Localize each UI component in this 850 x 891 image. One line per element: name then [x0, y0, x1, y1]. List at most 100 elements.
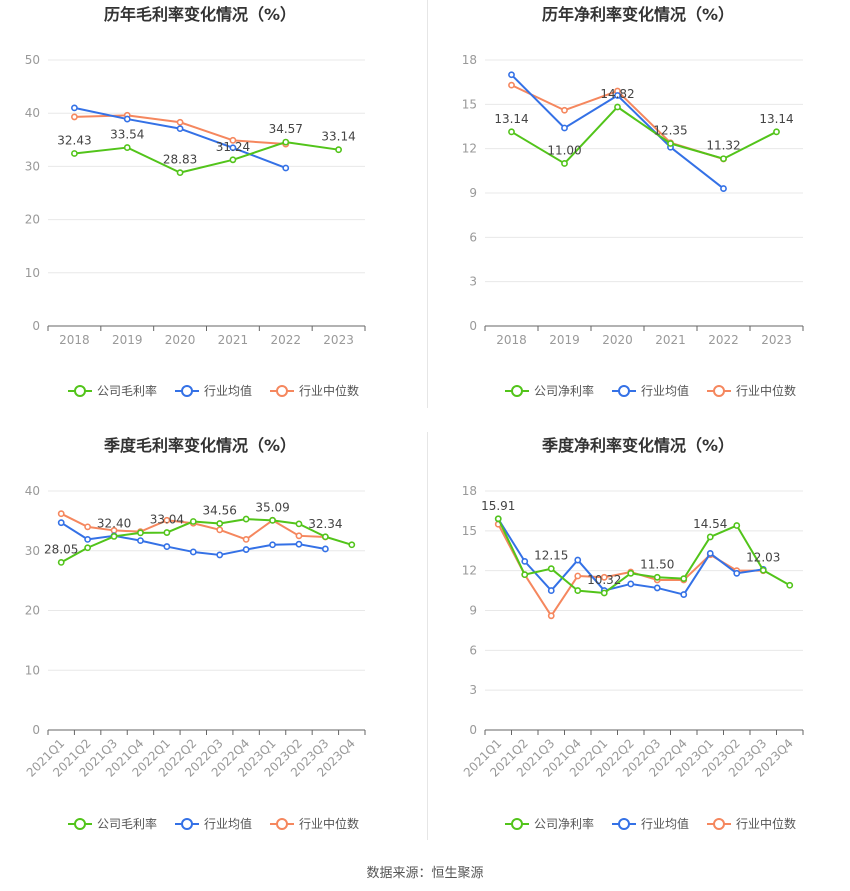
data-point-company — [321, 533, 329, 541]
legend-item-industry_avg: 行业均值 — [175, 816, 252, 831]
data-label: 11.32 — [706, 139, 740, 153]
legend-item-company: 公司净利率 — [505, 383, 594, 398]
data-point-industry_avg — [653, 584, 661, 592]
y-tick-label: 3 — [469, 683, 477, 697]
data-point-company — [653, 573, 661, 581]
data-point-company — [242, 515, 250, 523]
data-point-company — [57, 559, 65, 566]
data-point-industry_median — [216, 526, 224, 534]
legend-item-industry_median: 行业中位数 — [707, 816, 796, 831]
data-point-industry_median — [574, 572, 582, 580]
legend-marker — [511, 818, 523, 830]
legend-item-company: 公司毛利率 — [68, 383, 157, 398]
legend-label: 行业中位数 — [736, 816, 796, 831]
data-point-company — [189, 518, 197, 525]
chart-panel-1: 历年毛利率变化情况（%） 0 10 20 30 40 50 2018 2019 2020 2021 2… — [25, 5, 366, 398]
data-label: 12.03 — [746, 550, 780, 564]
data-point-industry_median — [242, 535, 250, 543]
y-tick-label: 12 — [462, 142, 477, 156]
legend-label: 行业均值 — [641, 816, 689, 831]
data-label: 31.24 — [216, 140, 250, 154]
chart-panel-3: 季度毛利率变化情况（%）0102030402021Q12021Q22021Q32… — [24, 436, 366, 831]
data-point-company — [84, 544, 92, 552]
data-point-company — [282, 138, 290, 146]
legend-label: 公司净利率 — [534, 816, 594, 831]
data-point-industry_avg — [561, 124, 568, 132]
data-point-industry_median — [600, 573, 608, 581]
data-label: 13.14 — [494, 112, 528, 126]
data-label: 35.09 — [255, 500, 289, 514]
legend-label: 公司毛利率 — [97, 816, 157, 831]
data-point-industry_avg — [720, 185, 727, 192]
x-tick-label: 2020 — [602, 333, 633, 347]
series-line-company — [497, 518, 791, 594]
data-label: 28.05 — [44, 542, 78, 556]
data-point-industry_avg — [242, 546, 250, 553]
data-point-industry_avg — [508, 71, 515, 79]
legend-label: 行业均值 — [204, 383, 252, 398]
data-point-industry_avg — [706, 550, 714, 557]
legend-marker — [618, 818, 630, 830]
data-point-company — [720, 155, 727, 163]
data-point-company — [295, 520, 303, 528]
data-point-industry_avg — [521, 557, 529, 565]
series-line-company — [60, 518, 353, 564]
y-tick-label: 12 — [462, 564, 477, 578]
legend-label: 行业均值 — [641, 383, 689, 398]
legend-item-industry_avg: 行业均值 — [612, 383, 689, 398]
chart-panel-2: 历年净利率变化情况（%） 0 3 6 9 12 15 18 2018 2019 2020 2021 20… — [462, 5, 804, 398]
chart-title: 季度净利率变化情况（%） — [541, 436, 734, 455]
y-tick-label: 20 — [25, 604, 40, 618]
data-label: 11.50 — [640, 557, 674, 571]
x-tick-label: 2022 — [270, 333, 301, 347]
y-tick-label: 0 — [469, 723, 477, 737]
data-label: 32.34 — [308, 517, 342, 531]
y-tick-label: 10 — [25, 266, 40, 280]
data-label: 14.82 — [600, 87, 634, 101]
data-point-industry_avg — [229, 144, 237, 152]
data-label: 33.04 — [150, 513, 184, 527]
data-point-company — [773, 128, 780, 136]
data-point-company — [600, 589, 608, 597]
y-tick-label: 15 — [462, 97, 477, 111]
y-tick-label: 18 — [462, 484, 477, 498]
data-label: 34.56 — [203, 504, 237, 518]
data-point-company — [335, 146, 342, 154]
y-tick-label: 6 — [469, 230, 477, 244]
data-point-industry_median — [295, 532, 303, 540]
data-point-industry_avg — [321, 545, 329, 553]
data-point-company — [706, 533, 714, 541]
data-point-company — [348, 541, 356, 549]
legend-marker — [618, 385, 630, 397]
x-tick-label: 2021 — [655, 333, 686, 347]
data-source-note: 数据来源：恒生聚源 — [366, 866, 484, 881]
legend-label: 行业中位数 — [736, 383, 796, 398]
data-point-company — [163, 529, 171, 536]
y-tick-label: 3 — [469, 275, 477, 289]
data-point-industry_avg — [163, 543, 171, 550]
data-point-company — [627, 569, 635, 577]
data-point-company — [574, 587, 582, 594]
data-point-industry_avg — [733, 569, 741, 577]
data-point-company — [229, 156, 237, 164]
data-point-industry_median — [561, 106, 568, 114]
y-tick-label: 20 — [25, 213, 40, 227]
data-label: 12.15 — [534, 549, 568, 563]
data-point-company — [667, 140, 674, 147]
legend-marker — [74, 818, 86, 830]
data-point-company — [561, 160, 568, 167]
legend-marker — [181, 385, 193, 397]
legend-label: 行业中位数 — [299, 383, 359, 398]
vertical-divider-top — [427, 0, 428, 408]
data-point-industry_avg — [627, 580, 635, 588]
legend-label: 公司毛利率 — [97, 383, 157, 398]
x-tick-label: 2023 — [323, 333, 354, 347]
data-point-company — [269, 516, 276, 524]
data-point-industry_avg — [614, 92, 621, 99]
data-point-company — [137, 529, 144, 537]
legend-item-industry_median: 行业中位数 — [270, 816, 359, 831]
x-tick-label: 2018 — [59, 333, 90, 347]
data-point-company — [733, 522, 741, 529]
chart-title: 季度毛利率变化情况（%） — [103, 436, 296, 455]
chart-title: 历年净利率变化情况（%） — [542, 5, 734, 24]
